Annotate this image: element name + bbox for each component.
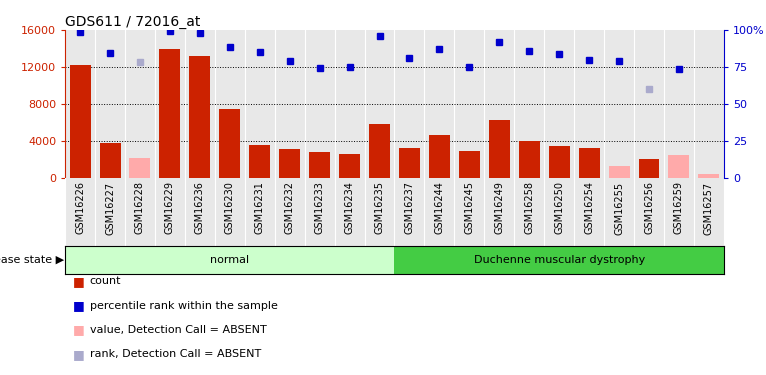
Text: ■: ■ (73, 348, 84, 361)
Bar (279, 148, 300, 178)
Text: count: count (90, 276, 121, 286)
Text: GSM16245: GSM16245 (464, 182, 474, 234)
Text: Duchenne muscular dystrophy: Duchenne muscular dystrophy (473, 255, 645, 265)
Text: GSM16226: GSM16226 (75, 182, 85, 234)
Bar (459, 151, 480, 178)
Text: GSM16227: GSM16227 (105, 182, 115, 235)
Bar (159, 48, 181, 178)
Text: GSM16255: GSM16255 (614, 182, 624, 235)
Bar (219, 109, 241, 178)
Bar (608, 166, 630, 178)
Bar (309, 152, 330, 178)
Text: GSM16250: GSM16250 (554, 182, 565, 234)
Text: GSM16234: GSM16234 (345, 182, 355, 234)
Text: normal: normal (210, 255, 250, 265)
Bar (70, 65, 90, 178)
Bar (489, 120, 510, 178)
Text: GSM16236: GSM16236 (195, 182, 205, 234)
Text: GSM16232: GSM16232 (285, 182, 295, 234)
Text: GSM16249: GSM16249 (494, 182, 504, 234)
Text: ■: ■ (73, 324, 84, 336)
Text: GSM16258: GSM16258 (524, 182, 534, 234)
Text: GSM16229: GSM16229 (165, 182, 175, 234)
Text: GSM16257: GSM16257 (704, 182, 714, 235)
Text: GSM16231: GSM16231 (255, 182, 265, 234)
Text: GSM16244: GSM16244 (434, 182, 444, 234)
Bar (429, 135, 450, 178)
Text: GSM16230: GSM16230 (224, 182, 235, 234)
Text: GSM16228: GSM16228 (135, 182, 145, 234)
Bar (519, 141, 540, 178)
Bar (249, 145, 270, 178)
Bar (339, 154, 360, 178)
Text: ■: ■ (73, 299, 84, 312)
Bar (699, 174, 719, 178)
Bar (100, 143, 120, 178)
Text: GSM16233: GSM16233 (315, 182, 325, 234)
Bar (578, 148, 600, 178)
Bar (399, 148, 420, 178)
Text: GSM16254: GSM16254 (584, 182, 594, 234)
Text: GSM16259: GSM16259 (674, 182, 684, 234)
Text: GSM16256: GSM16256 (644, 182, 654, 234)
Text: GSM16235: GSM16235 (375, 182, 385, 234)
Text: ■: ■ (73, 275, 84, 288)
Bar (639, 159, 660, 178)
Text: rank, Detection Call = ABSENT: rank, Detection Call = ABSENT (90, 350, 261, 359)
Bar (669, 155, 689, 178)
Bar (189, 56, 211, 178)
Bar (369, 124, 390, 178)
Bar (548, 146, 570, 178)
Text: value, Detection Call = ABSENT: value, Detection Call = ABSENT (90, 325, 267, 335)
Text: GDS611 / 72016_at: GDS611 / 72016_at (65, 15, 201, 29)
Text: GSM16237: GSM16237 (404, 182, 414, 234)
Text: disease state ▶: disease state ▶ (0, 255, 64, 265)
Bar (129, 158, 150, 178)
Text: percentile rank within the sample: percentile rank within the sample (90, 301, 277, 310)
